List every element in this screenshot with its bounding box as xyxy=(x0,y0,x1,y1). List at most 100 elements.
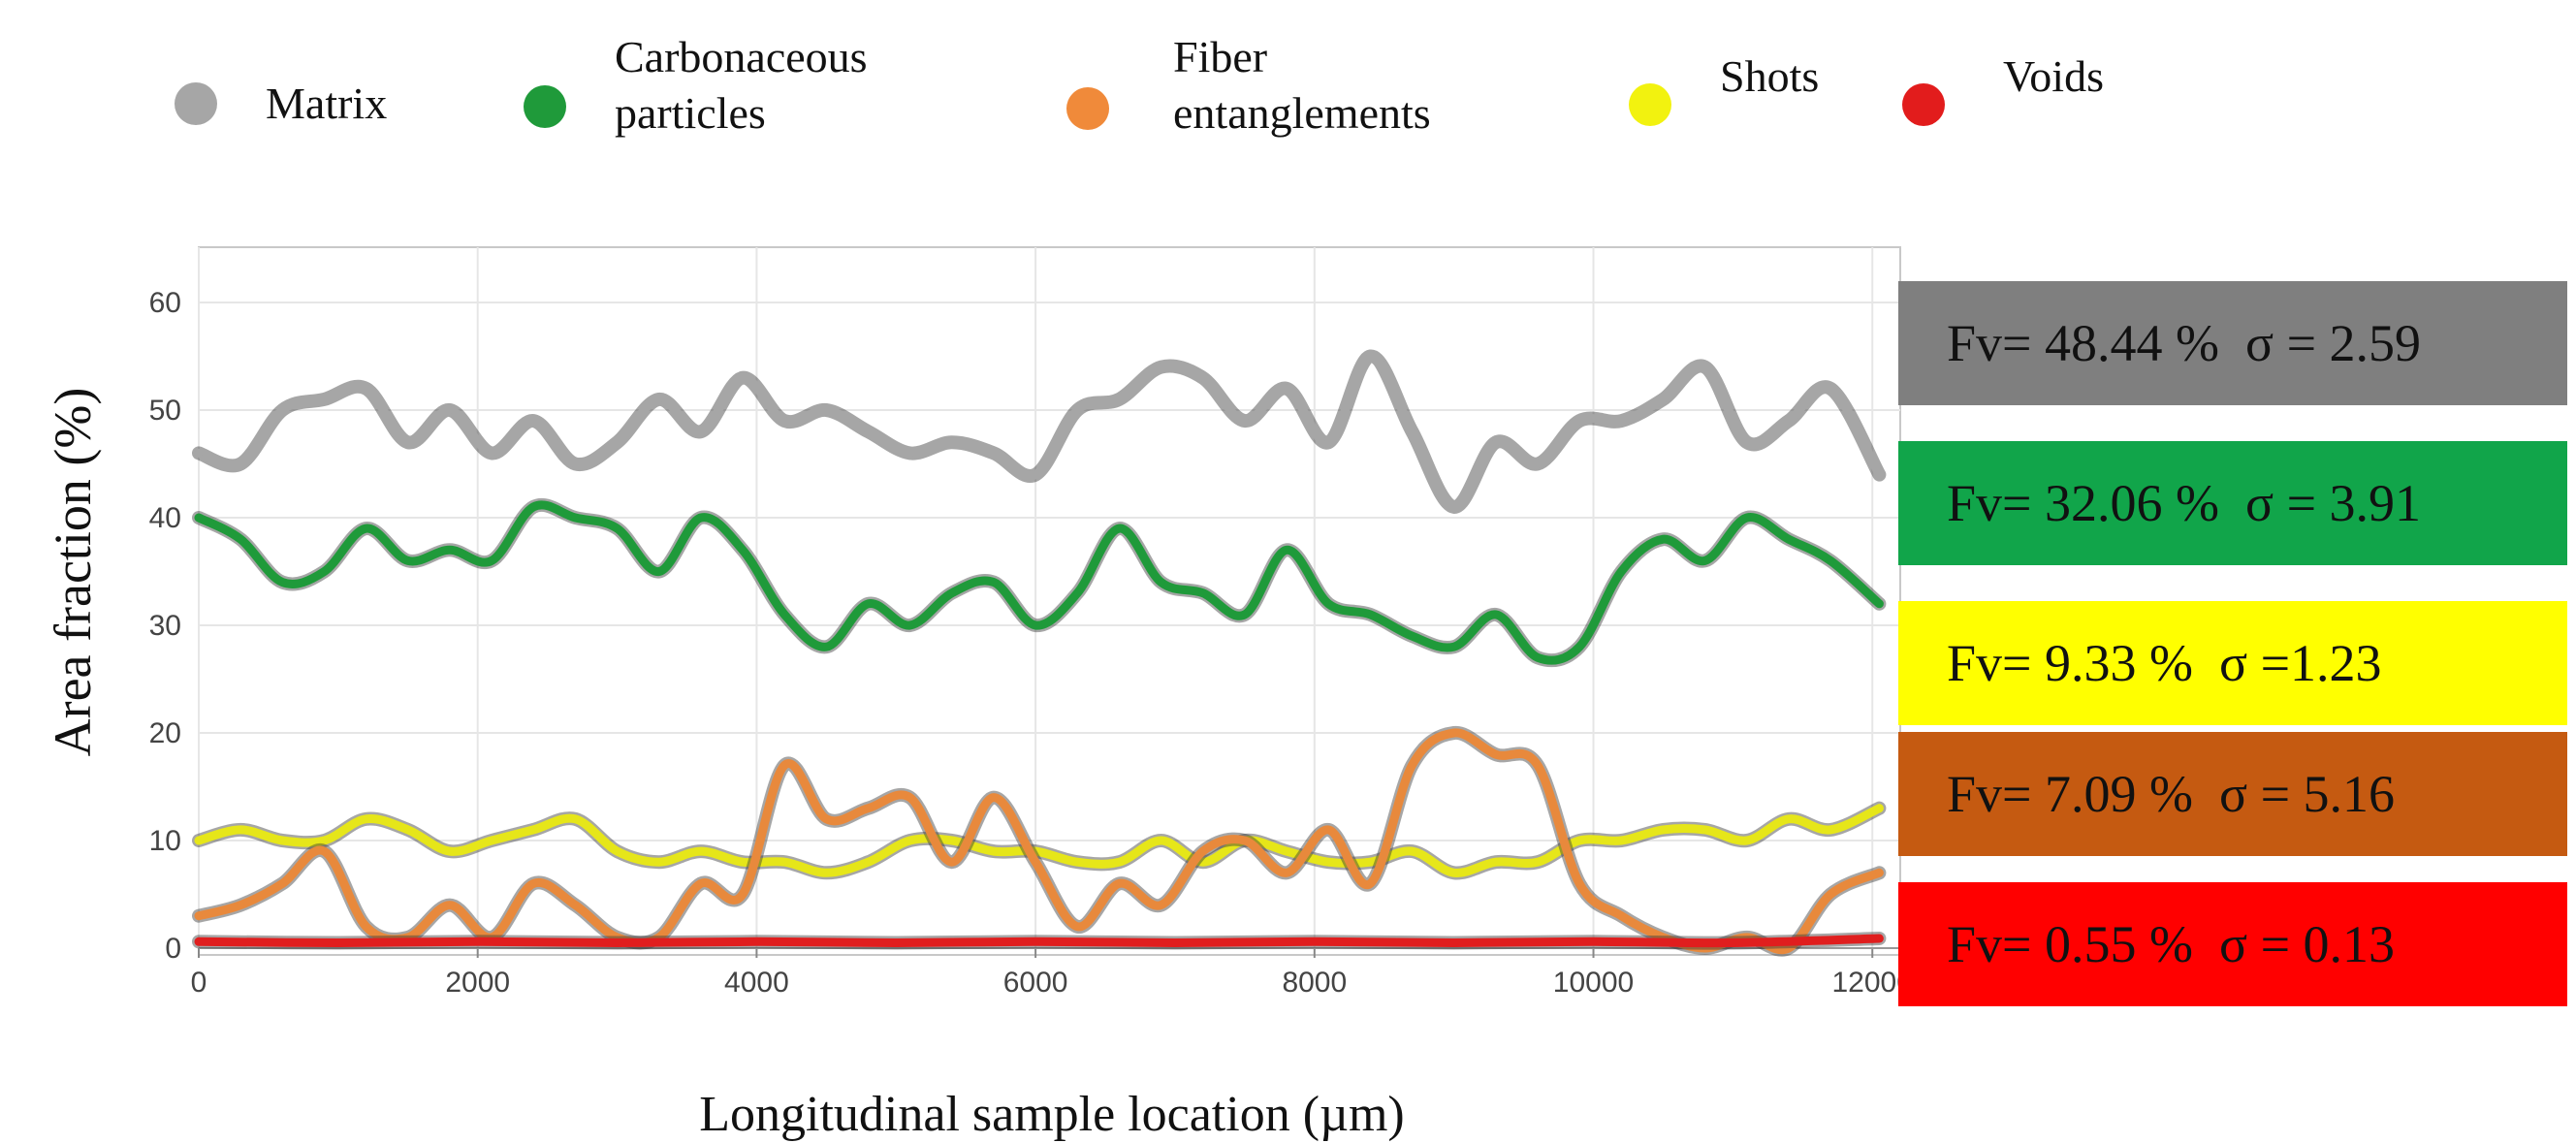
legend-label-voids: Voids xyxy=(2003,51,2104,101)
data-point-carbonaceous-particles xyxy=(529,502,538,511)
data-point-matrix xyxy=(739,373,747,382)
x-tick-label: 10000 xyxy=(1553,967,1634,999)
legend-item-fiber: Fiber entanglements xyxy=(1066,29,1431,142)
data-point-fiber-entanglements xyxy=(571,901,580,909)
data-point-carbonaceous-particles xyxy=(654,567,663,576)
legend-item-carbonaceous: Carbonaceous particles xyxy=(524,29,868,142)
legend-label-shots: Shots xyxy=(1720,51,1820,101)
data-point-shots xyxy=(362,814,370,823)
data-point-voids xyxy=(1449,938,1458,947)
data-point-carbonaceous-particles xyxy=(1157,578,1165,587)
data-point-fiber-entanglements xyxy=(362,922,370,931)
data-point-carbonaceous-particles xyxy=(488,556,496,565)
data-point-matrix xyxy=(320,395,329,403)
data-point-voids xyxy=(1170,938,1179,947)
data-point-carbonaceous-particles xyxy=(696,514,705,522)
legend-swatch-matrix xyxy=(175,82,217,125)
data-point-matrix xyxy=(362,384,370,393)
data-point-carbonaceous-particles xyxy=(1240,610,1249,619)
data-point-carbonaceous-particles xyxy=(1742,514,1751,522)
stat-box-carbonaceous: Fv= 32.06 % σ = 3.91 xyxy=(1898,441,2567,565)
data-point-shots xyxy=(1283,847,1291,856)
y-tick-label: 40 xyxy=(149,502,181,534)
data-point-carbonaceous-particles xyxy=(1032,621,1040,629)
data-point-matrix xyxy=(864,428,873,436)
data-point-carbonaceous-particles xyxy=(1875,599,1884,608)
data-point-shots xyxy=(1073,858,1082,867)
data-point-carbonaceous-particles xyxy=(906,621,914,629)
data-point-fiber-entanglements xyxy=(1449,729,1458,737)
data-point-fiber-entanglements xyxy=(1157,901,1165,909)
data-point-matrix xyxy=(488,449,496,458)
data-point-carbonaceous-particles xyxy=(1617,567,1626,576)
data-point-carbonaceous-particles xyxy=(613,524,621,533)
data-point-shots xyxy=(822,869,831,877)
legend-label-matrix: Matrix xyxy=(266,79,388,128)
y-tick-label: 60 xyxy=(149,287,181,319)
data-point-matrix xyxy=(1701,363,1709,371)
series-matrix xyxy=(192,349,1887,514)
data-point-shots xyxy=(947,837,956,844)
data-point-carbonaceous-particles xyxy=(1659,535,1668,544)
data-point-carbonaceous-particles xyxy=(989,578,998,587)
data-point-shots xyxy=(1408,847,1416,856)
data-point-matrix xyxy=(1073,406,1082,414)
data-point-carbonaceous-particles xyxy=(1575,643,1584,651)
data-point-matrix xyxy=(613,438,621,447)
data-point-shots xyxy=(1491,858,1500,867)
data-point-shots xyxy=(1533,858,1542,867)
stat-box-fiber: Fv= 7.09 % σ = 5.16 xyxy=(1898,732,2567,856)
data-point-matrix xyxy=(1240,417,1249,426)
y-tick-label: 30 xyxy=(149,610,181,642)
data-point-shots xyxy=(195,837,203,844)
data-point-shots xyxy=(529,825,538,834)
data-point-matrix xyxy=(1617,417,1626,426)
data-point-fiber-entanglements xyxy=(1240,837,1249,844)
data-point-voids xyxy=(1875,935,1884,943)
legend-swatch-fiber xyxy=(1066,87,1109,130)
data-point-matrix xyxy=(1157,363,1165,371)
data-point-shots xyxy=(1875,804,1884,812)
data-point-shots xyxy=(1701,825,1709,834)
data-point-fiber-entanglements xyxy=(237,901,245,909)
data-point-voids xyxy=(613,938,621,947)
data-point-shots xyxy=(278,837,287,844)
data-point-shots xyxy=(1742,837,1751,844)
data-point-carbonaceous-particles xyxy=(320,567,329,576)
data-point-fiber-entanglements xyxy=(947,858,956,867)
data-point-fiber-entanglements xyxy=(989,793,998,802)
data-point-fiber-entanglements xyxy=(1784,944,1793,952)
data-point-fiber-entanglements xyxy=(1324,825,1333,834)
data-point-fiber-entanglements xyxy=(822,814,831,823)
y-tick-label: 20 xyxy=(149,717,181,749)
y-axis-label: Area fraction (%) xyxy=(44,387,102,757)
data-point-matrix xyxy=(1324,438,1333,447)
data-point-fiber-entanglements xyxy=(1366,879,1375,888)
data-point-voids xyxy=(1729,938,1737,947)
data-point-shots xyxy=(654,858,663,867)
data-point-carbonaceous-particles xyxy=(1408,632,1416,641)
data-point-fiber-entanglements xyxy=(1827,890,1835,899)
data-point-carbonaceous-particles xyxy=(1784,535,1793,544)
series-shots xyxy=(192,801,1887,880)
data-point-shots xyxy=(1575,837,1584,844)
data-point-fiber-entanglements xyxy=(1575,879,1584,888)
data-point-carbonaceous-particles xyxy=(1491,610,1500,619)
data-point-matrix xyxy=(1198,373,1207,382)
data-point-matrix xyxy=(1491,438,1500,447)
data-point-fiber-entanglements xyxy=(1283,869,1291,877)
data-point-shots xyxy=(1366,858,1375,867)
data-point-voids xyxy=(1589,937,1598,946)
data-point-voids xyxy=(334,938,342,947)
data-point-carbonaceous-particles xyxy=(864,599,873,608)
x-tick-label: 0 xyxy=(191,967,207,999)
data-point-matrix xyxy=(237,460,245,468)
data-point-matrix xyxy=(1784,417,1793,426)
data-point-shots xyxy=(1115,858,1124,867)
data-point-voids xyxy=(1310,937,1319,946)
data-point-shots xyxy=(696,847,705,856)
data-point-carbonaceous-particles xyxy=(571,514,580,522)
data-point-matrix xyxy=(445,406,454,414)
legend-swatch-voids xyxy=(1902,83,1945,126)
data-point-shots xyxy=(1324,858,1333,867)
